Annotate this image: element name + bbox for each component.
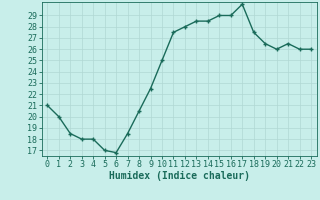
X-axis label: Humidex (Indice chaleur): Humidex (Indice chaleur) [109, 171, 250, 181]
